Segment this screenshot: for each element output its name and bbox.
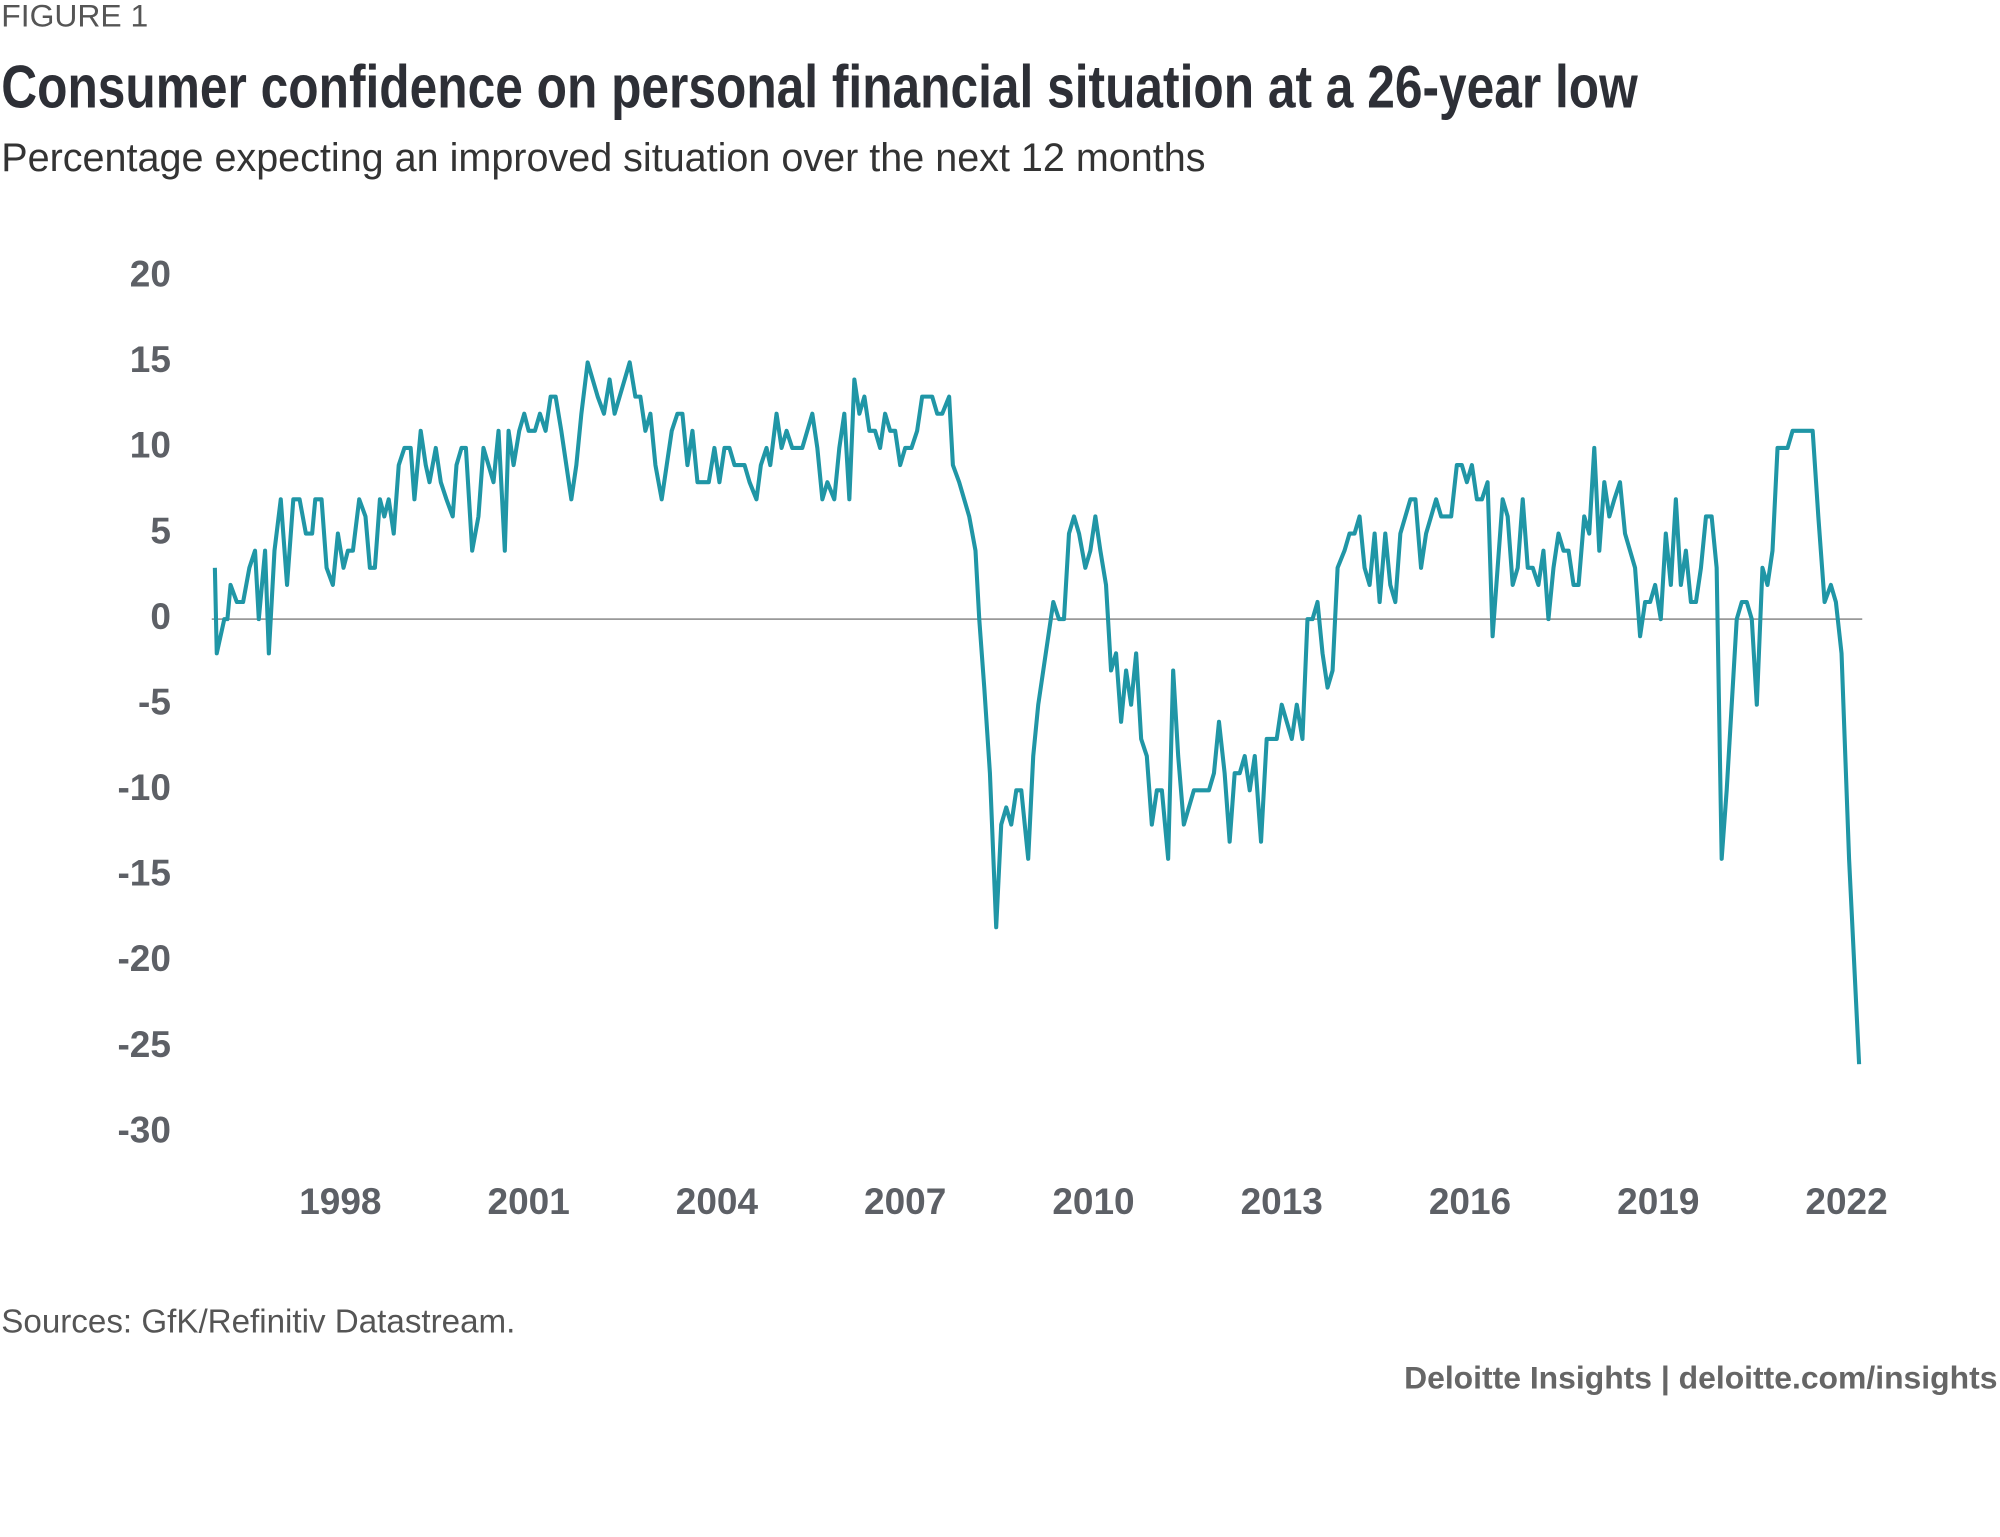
x-tick-label: 1998 [299,1181,381,1222]
y-tick-label: -25 [117,1024,170,1065]
data-line [212,360,1862,1065]
x-tick-label: 2013 [1241,1181,1323,1222]
y-tick-label: 20 [130,254,171,295]
y-tick-label: -5 [138,681,171,722]
y-tick-label: -10 [117,767,170,808]
y-tick-label: -30 [117,1109,170,1150]
y-tick-label: 10 [130,425,171,466]
x-tick-label: 2001 [488,1181,570,1222]
x-tick-label: 2019 [1617,1181,1699,1222]
source-note: Sources: GfK/Refinitiv Datastream. [1,1304,515,1341]
x-tick-label: 2010 [1052,1181,1134,1222]
chart-title: Consumer confidence on personal financia… [1,54,1638,121]
x-tick-label: 2016 [1429,1181,1511,1222]
x-tick-label: 2007 [864,1181,946,1222]
x-tick-label: 2004 [676,1181,759,1222]
credit: Deloitte Insights | deloitte.com/insight… [1404,1360,1997,1396]
y-tick-label: 15 [130,339,171,380]
y-tick-label: 0 [150,596,171,637]
y-tick-label: -20 [117,938,170,979]
y-tick-label: 5 [150,510,171,551]
figure-label: FIGURE 1 [1,0,148,33]
y-tick-label: -15 [117,853,170,894]
x-tick-label: 2022 [1805,1181,1887,1222]
chart-subtitle: Percentage expecting an improved situati… [1,136,1205,180]
